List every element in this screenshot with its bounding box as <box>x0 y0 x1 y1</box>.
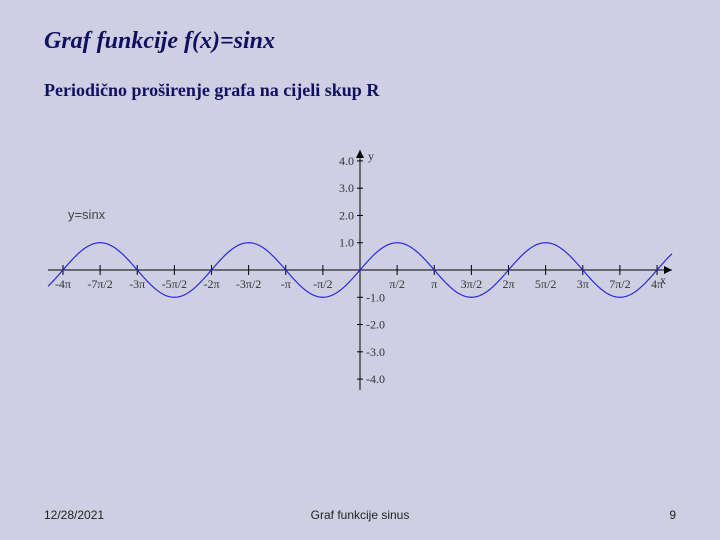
svg-text:y: y <box>368 149 374 163</box>
svg-text:-3π: -3π <box>129 277 145 291</box>
svg-text:-3.0: -3.0 <box>366 345 385 359</box>
svg-text:-2π: -2π <box>203 277 219 291</box>
svg-text:-4π: -4π <box>55 277 71 291</box>
svg-text:-5π/2: -5π/2 <box>162 277 187 291</box>
svg-text:3π: 3π <box>577 277 589 291</box>
svg-text:7π/2: 7π/2 <box>609 277 630 291</box>
svg-text:3π/2: 3π/2 <box>461 277 482 291</box>
slide-subtitle: Periodično proširenje grafa na cijeli sk… <box>44 80 379 101</box>
footer-caption: Graf funkcije sinus <box>0 508 720 522</box>
svg-text:-4.0: -4.0 <box>366 372 385 386</box>
svg-text:2π: 2π <box>502 277 514 291</box>
svg-text:4.0: 4.0 <box>339 154 354 168</box>
series-label: y=sinx <box>68 207 105 222</box>
svg-text:4π: 4π <box>651 277 663 291</box>
svg-text:1.0: 1.0 <box>339 236 354 250</box>
svg-text:π: π <box>431 277 437 291</box>
footer-page-number: 9 <box>669 508 676 522</box>
sine-chart: xy-4.0-3.0-2.0-1.01.02.03.04.0-4π-7π/2-3… <box>30 140 690 400</box>
svg-text:2.0: 2.0 <box>339 208 354 222</box>
svg-text:-1.0: -1.0 <box>366 290 385 304</box>
svg-text:π/2: π/2 <box>389 277 404 291</box>
svg-text:-7π/2: -7π/2 <box>87 277 112 291</box>
svg-text:-2.0: -2.0 <box>366 318 385 332</box>
svg-text:-π/2: -π/2 <box>313 277 332 291</box>
svg-text:-3π/2: -3π/2 <box>236 277 261 291</box>
svg-text:3.0: 3.0 <box>339 181 354 195</box>
svg-text:5π/2: 5π/2 <box>535 277 556 291</box>
slide-title: Graf funkcije f(x)=sinx <box>44 28 275 55</box>
svg-text:-π: -π <box>281 277 291 291</box>
